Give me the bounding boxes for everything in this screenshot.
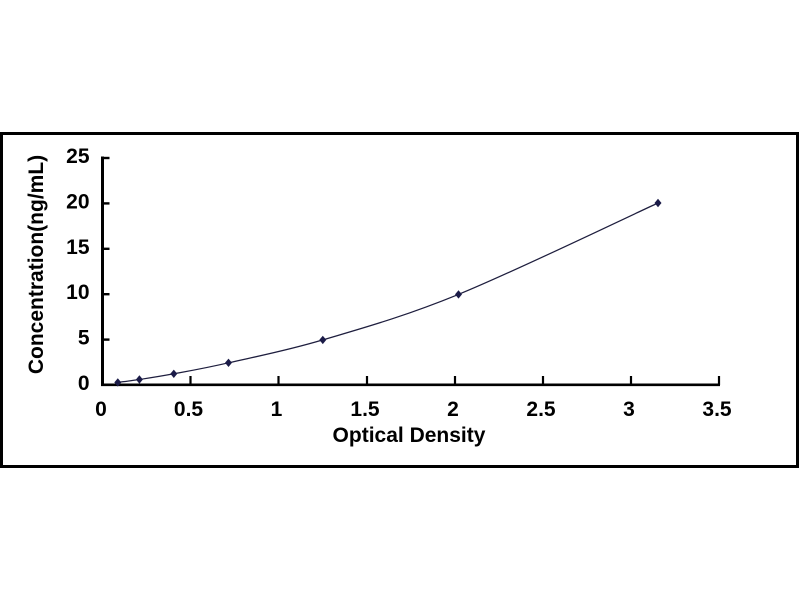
svg-text:25: 25	[66, 145, 90, 168]
svg-text:1.5: 1.5	[350, 398, 380, 421]
svg-text:3: 3	[623, 398, 635, 421]
svg-text:0: 0	[95, 398, 107, 421]
svg-text:2: 2	[447, 398, 459, 421]
svg-text:15: 15	[66, 236, 90, 259]
svg-text:0.5: 0.5	[174, 398, 204, 421]
svg-text:Concentration(ng/mL): Concentration(ng/mL)	[25, 155, 48, 374]
svg-text:5: 5	[78, 327, 90, 350]
svg-text:2.5: 2.5	[526, 398, 556, 421]
svg-text:3.5: 3.5	[702, 398, 732, 421]
svg-text:1: 1	[271, 398, 283, 421]
svg-text:Optical Density: Optical Density	[333, 424, 486, 447]
svg-text:20: 20	[66, 190, 89, 213]
svg-text:10: 10	[66, 281, 89, 304]
svg-text:0: 0	[78, 372, 90, 395]
